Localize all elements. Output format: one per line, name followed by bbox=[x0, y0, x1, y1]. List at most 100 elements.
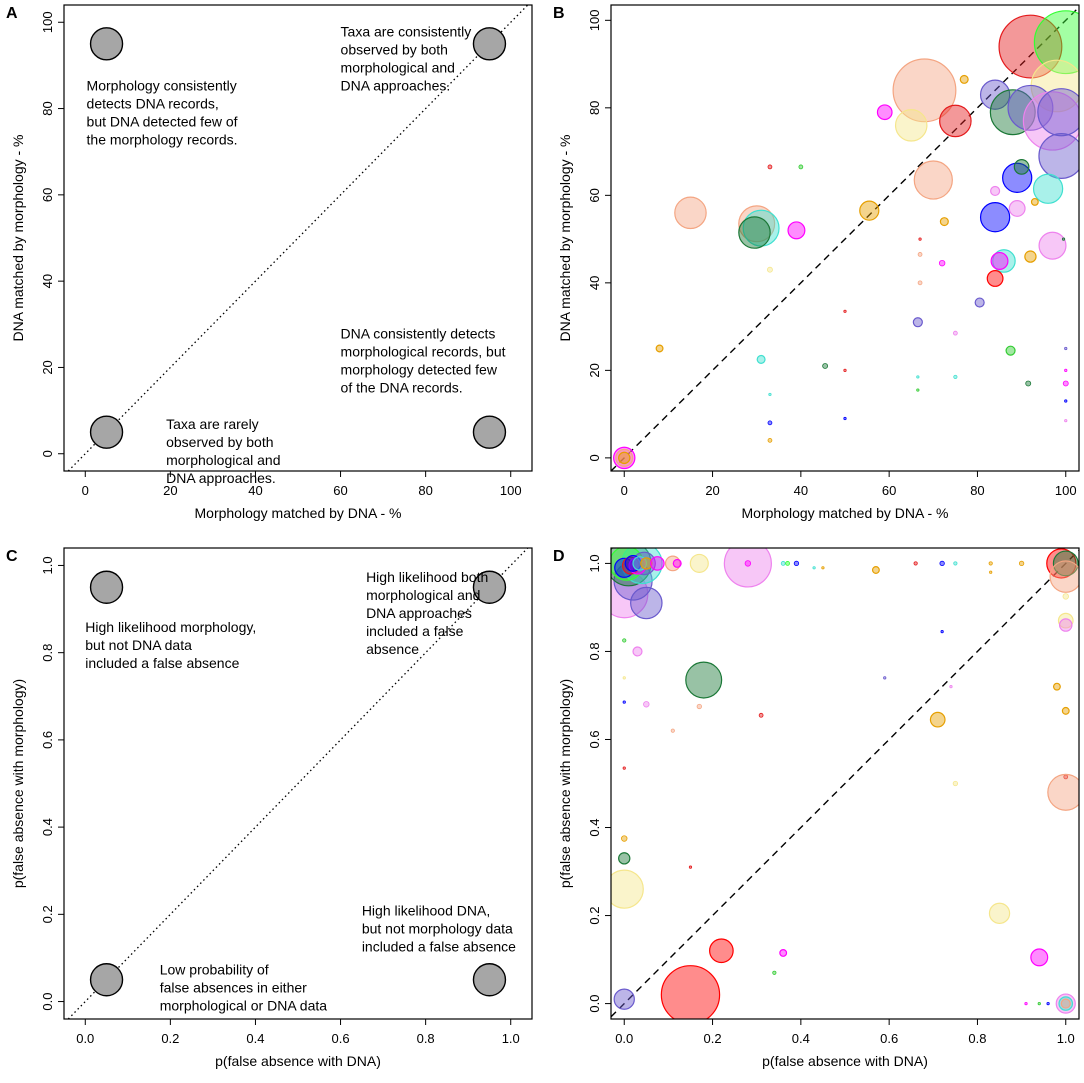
data-point bbox=[632, 556, 648, 571]
data-point bbox=[953, 561, 958, 566]
data-point bbox=[988, 561, 993, 566]
y-axis-title: DNA matched by morphology - % bbox=[10, 135, 26, 342]
data-point bbox=[723, 548, 772, 588]
annotation-line: DNA approaches. bbox=[341, 77, 451, 93]
data-point bbox=[688, 865, 693, 869]
data-point bbox=[953, 374, 958, 380]
data-point bbox=[618, 451, 631, 465]
data-point bbox=[767, 438, 773, 443]
panel-b: 0 20 40 60 80 100 0 20 40 60 80 100 Morphology match… bbox=[553, 4, 1080, 521]
data-point bbox=[1046, 1001, 1050, 1006]
data-point bbox=[643, 701, 650, 708]
annotation-text: DNA consistently detects morphological re… bbox=[341, 325, 506, 395]
data-point bbox=[622, 676, 626, 680]
data-point bbox=[621, 556, 640, 575]
data-point bbox=[1033, 10, 1079, 75]
y-tick-label: 0.4 bbox=[40, 818, 55, 836]
x-axis-title: Morphology matched by DNA - % bbox=[742, 505, 949, 521]
panel-c: 0.0 0.2 0.4 0.6 0.8 1.0 0.0 0.2 0.4 0.6 0.8 1.0 p(fa… bbox=[6, 547, 533, 1069]
data-point bbox=[989, 570, 993, 574]
data-point bbox=[696, 703, 702, 710]
data-point bbox=[744, 560, 752, 567]
x-tick-label: 0.0 bbox=[76, 1031, 94, 1046]
annotation-line: High likelihood DNA, bbox=[362, 902, 490, 918]
guide-point bbox=[472, 963, 507, 997]
x-axis-title: p(false absence with DNA) bbox=[762, 1053, 928, 1069]
data-point bbox=[738, 216, 771, 249]
data-point bbox=[618, 852, 631, 865]
data-point bbox=[622, 766, 626, 770]
y-tick-label: 20 bbox=[587, 363, 602, 377]
annotation-line: DNA approaches bbox=[366, 605, 472, 621]
data-point bbox=[738, 205, 776, 243]
data-point bbox=[689, 553, 709, 573]
plot-frame bbox=[610, 4, 1080, 472]
data-point bbox=[767, 266, 773, 273]
data-point bbox=[1064, 368, 1068, 372]
y-tick-label: 80 bbox=[40, 101, 55, 115]
data-point bbox=[939, 560, 945, 567]
x-tick-label: 100 bbox=[500, 483, 522, 498]
y-tick-label: 0.0 bbox=[40, 993, 55, 1011]
annotation-line: morphological and bbox=[166, 452, 280, 468]
data-point bbox=[1018, 560, 1025, 567]
data-point bbox=[892, 58, 957, 123]
data-point bbox=[1049, 560, 1079, 593]
x-tick-label: 0 bbox=[82, 483, 89, 498]
annotation-line: false absences in either bbox=[160, 979, 307, 995]
data-point bbox=[953, 330, 958, 336]
annotation-line: DNA consistently detects bbox=[341, 325, 496, 341]
data-point bbox=[979, 202, 1011, 233]
data-point bbox=[655, 344, 664, 353]
y-tick-label: 60 bbox=[587, 188, 602, 202]
data-point bbox=[1030, 197, 1039, 206]
y-tick-label: 0.8 bbox=[587, 642, 602, 660]
data-point bbox=[1024, 1001, 1028, 1006]
y-tick-label: 0.6 bbox=[587, 730, 602, 748]
guide-point bbox=[472, 27, 507, 61]
data-point bbox=[986, 270, 1004, 287]
data-point bbox=[756, 354, 766, 364]
data-point bbox=[1047, 773, 1079, 811]
data-point bbox=[672, 558, 682, 568]
data-point bbox=[871, 566, 880, 574]
x-axis-title: p(false absence with DNA) bbox=[215, 1053, 381, 1069]
data-point bbox=[859, 200, 880, 221]
data-point bbox=[952, 780, 959, 787]
data-point bbox=[940, 630, 944, 634]
guide-point bbox=[472, 415, 507, 449]
annotation-text: High likelihood DNA, but not morphology d… bbox=[362, 902, 516, 954]
data-point bbox=[1024, 250, 1037, 263]
panel-letter: A bbox=[6, 5, 18, 22]
annotation-text: Taxa are rarely observed by both morpholog… bbox=[166, 416, 280, 486]
x-tick-label: 20 bbox=[163, 483, 177, 498]
panel-letter: C bbox=[6, 548, 18, 565]
data-point bbox=[1052, 682, 1061, 691]
data-point bbox=[1062, 593, 1069, 600]
x-tick-label: 0.0 bbox=[615, 1031, 633, 1046]
y-axis-title: p(false absence with morphology) bbox=[10, 679, 26, 888]
data-point bbox=[876, 104, 893, 121]
x-tick-label: 0.4 bbox=[246, 1031, 264, 1046]
y-tick-label: 60 bbox=[40, 188, 55, 202]
annotation-line: included a false bbox=[366, 623, 464, 639]
data-point bbox=[939, 104, 972, 138]
y-tick-label: 0.8 bbox=[40, 644, 55, 662]
guide-point bbox=[89, 415, 124, 449]
data-point bbox=[1060, 998, 1071, 1009]
annotation-line: morphological or DNA data bbox=[160, 997, 328, 1013]
y-tick-label: 100 bbox=[587, 9, 602, 31]
annotation-line: morphology detected few bbox=[341, 361, 498, 377]
annotation-line: the morphology records. bbox=[87, 131, 238, 147]
guide-point bbox=[89, 570, 124, 604]
data-point bbox=[974, 297, 985, 308]
x-tick-label: 0.2 bbox=[704, 1031, 722, 1046]
annotation-line: but not DNA data bbox=[85, 637, 192, 653]
x-tick-label: 1.0 bbox=[1057, 1031, 1075, 1046]
panel-letter: D bbox=[553, 548, 565, 565]
x-tick-label: 40 bbox=[794, 483, 808, 498]
annotation-line: DNA approaches. bbox=[166, 470, 276, 486]
data-point bbox=[1005, 345, 1016, 356]
data-point bbox=[992, 249, 1016, 273]
annotation-text: Low probability of false absences in eith… bbox=[160, 961, 328, 1013]
